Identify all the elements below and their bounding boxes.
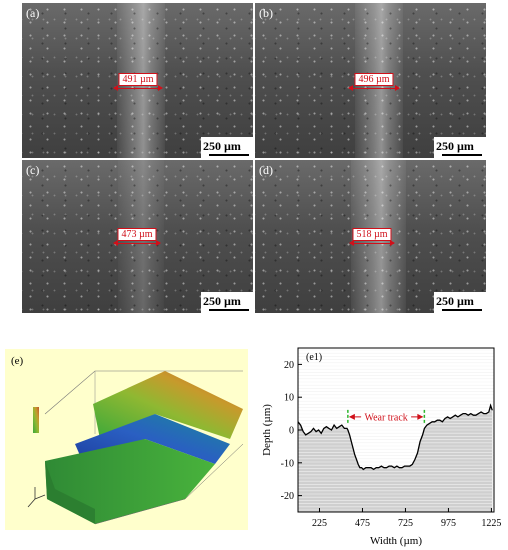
measurement-text-c: 473 µm (117, 228, 157, 241)
panel-label-e1: (e1) (306, 352, 322, 363)
color-scale-legend (33, 407, 39, 433)
sem-panel-a: (a) 491 µm 250 µm (22, 3, 253, 158)
measurement-text-d: 518 µm (352, 228, 392, 241)
sem-panel-b: (b) 496 µm 250 µm (255, 3, 486, 158)
width-measurement-c: 473 µm (113, 228, 161, 246)
panel-label-d: (d) (259, 163, 273, 177)
x-tick-label: 975 (441, 518, 456, 529)
measurement-text-a: 491 µm (118, 73, 158, 86)
scale-text-d: 250 µm (436, 294, 474, 308)
sem-panel-d: (d) 518 µm 250 µm (255, 160, 486, 313)
scale-bar-c: 250 µm (201, 292, 253, 313)
width-measurement-d: 518 µm (349, 228, 395, 246)
panel-label-e: (e) (11, 355, 24, 367)
x-axis-label: Width (µm) (370, 535, 422, 547)
surface-3d-image (27, 370, 244, 525)
profile-area (298, 405, 493, 512)
x-tick-label: 225 (312, 518, 327, 529)
scale-text-b: 250 µm (436, 139, 474, 153)
scale-bar-d: 250 µm (434, 292, 486, 313)
scale-text-c: 250 µm (203, 294, 241, 308)
depth-profile-chart: 225 475 725 975 1225 -20 -10 0 10 20 (e1) Width … (261, 347, 501, 547)
y-tick-label: -20 (281, 491, 294, 502)
panel-label-a: (a) (26, 6, 40, 20)
x-tick-label: 475 (355, 518, 370, 529)
arrowhead-right (417, 413, 424, 420)
sem-panel-c: (c) 473 µm 250 µm (22, 160, 253, 313)
scale-bar-b: 250 µm (434, 137, 486, 158)
surface-3d-panel: (e) (5, 349, 248, 530)
x-tick-label: 725 (398, 518, 413, 529)
scale-text-a: 250 µm (203, 139, 241, 153)
width-measurement-a: 491 µm (113, 73, 163, 91)
measurement-text-b: 496 µm (354, 73, 394, 86)
y-tick-label: 20 (284, 360, 294, 371)
panel-label-b: (b) (259, 6, 273, 20)
scale-bar-a: 250 µm (201, 137, 253, 158)
y-tick-label: 10 (284, 393, 294, 404)
y-axis-label: Depth (µm) (261, 404, 273, 456)
x-tick-label: 1225 (481, 518, 501, 529)
y-tick-label: 0 (289, 426, 294, 437)
width-measurement-b: 496 µm (348, 73, 400, 91)
arrowhead-left (348, 413, 355, 420)
panel-label-c: (c) (26, 163, 40, 177)
y-tick-label: -10 (281, 458, 294, 469)
wear-track-label: Wear track (364, 412, 407, 423)
wear-track-label-bg (361, 410, 412, 423)
depth-profile-line (298, 403, 493, 471)
